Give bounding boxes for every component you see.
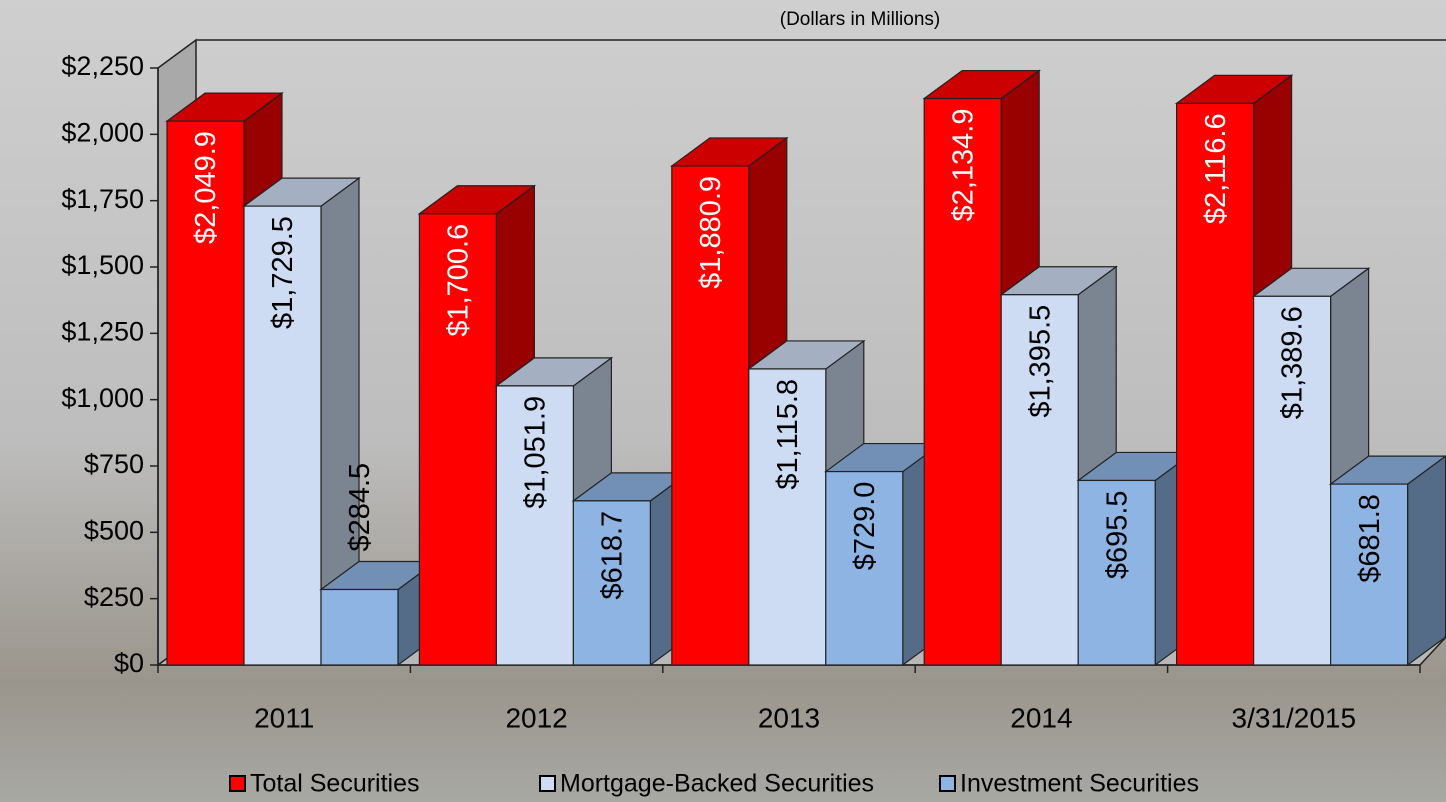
bar-front [418, 213, 497, 666]
bar-front [243, 205, 322, 666]
data-label: $1,395.5 [1024, 305, 1056, 418]
x-tick-label: 2011 [254, 702, 314, 733]
data-label: $2,116.6 [1200, 113, 1232, 224]
bar-front [1329, 483, 1409, 666]
bar-front [166, 120, 245, 666]
y-tick-label: $750 [84, 449, 144, 479]
y-tick-label: $0 [114, 648, 144, 678]
data-label: $2,049.9 [190, 131, 222, 244]
bar-front [748, 368, 827, 666]
y-tick-label: $500 [84, 515, 144, 545]
data-label: $681.8 [1354, 494, 1386, 583]
bar-front [1000, 294, 1079, 666]
legend-label: Mortgage-Backed Securities [560, 770, 874, 798]
y-tick-label: $1,750 [61, 184, 144, 214]
bar-front [923, 97, 1002, 666]
y-tick-label: $1,500 [61, 250, 144, 280]
data-label: $2,134.9 [947, 109, 979, 222]
legend-swatch [539, 775, 556, 792]
y-tick-label: $1,000 [61, 383, 144, 413]
data-label: $1,880.9 [695, 176, 727, 289]
data-label: $618.7 [597, 511, 629, 600]
bar-front [1077, 479, 1156, 666]
data-label: $1,700.6 [443, 224, 475, 337]
bar [823, 442, 943, 667]
bar-side [1406, 455, 1446, 667]
chart-subtitle: (Dollars in Millions) [780, 9, 940, 30]
y-tick-label: $250 [84, 582, 144, 612]
bar [571, 471, 691, 667]
x-tick-label: 2012 [505, 702, 567, 733]
bar-front [825, 470, 904, 666]
y-tick-label: $2,250 [61, 51, 144, 81]
data-label: $1,389.6 [1277, 306, 1309, 419]
bar [319, 560, 438, 667]
legend-swatch [229, 775, 246, 792]
legend-swatch [939, 775, 956, 792]
x-tick-label: 2014 [1010, 702, 1072, 733]
data-label: $695.5 [1101, 490, 1133, 579]
x-tick-label: 2013 [758, 702, 820, 733]
data-label: $1,051.9 [520, 396, 552, 509]
bar [1076, 451, 1196, 667]
bar [1328, 455, 1446, 667]
bar-front [320, 588, 399, 666]
legend-label: Investment Securities [960, 770, 1199, 798]
data-label: $1,729.5 [267, 216, 299, 329]
bar-front [572, 500, 652, 666]
legend-label: Total Securities [250, 770, 420, 798]
x-tick-label: 3/31/2015 [1232, 702, 1357, 733]
data-label: $284.5 [344, 463, 376, 552]
bar-front [1252, 295, 1332, 666]
data-label: $1,115.8 [772, 379, 804, 490]
bar-front [671, 165, 750, 666]
y-tick-label: $2,000 [61, 117, 144, 147]
data-label: $729.0 [849, 482, 881, 571]
y-tick-label: $1,250 [61, 316, 144, 346]
bar-front [1175, 102, 1255, 666]
